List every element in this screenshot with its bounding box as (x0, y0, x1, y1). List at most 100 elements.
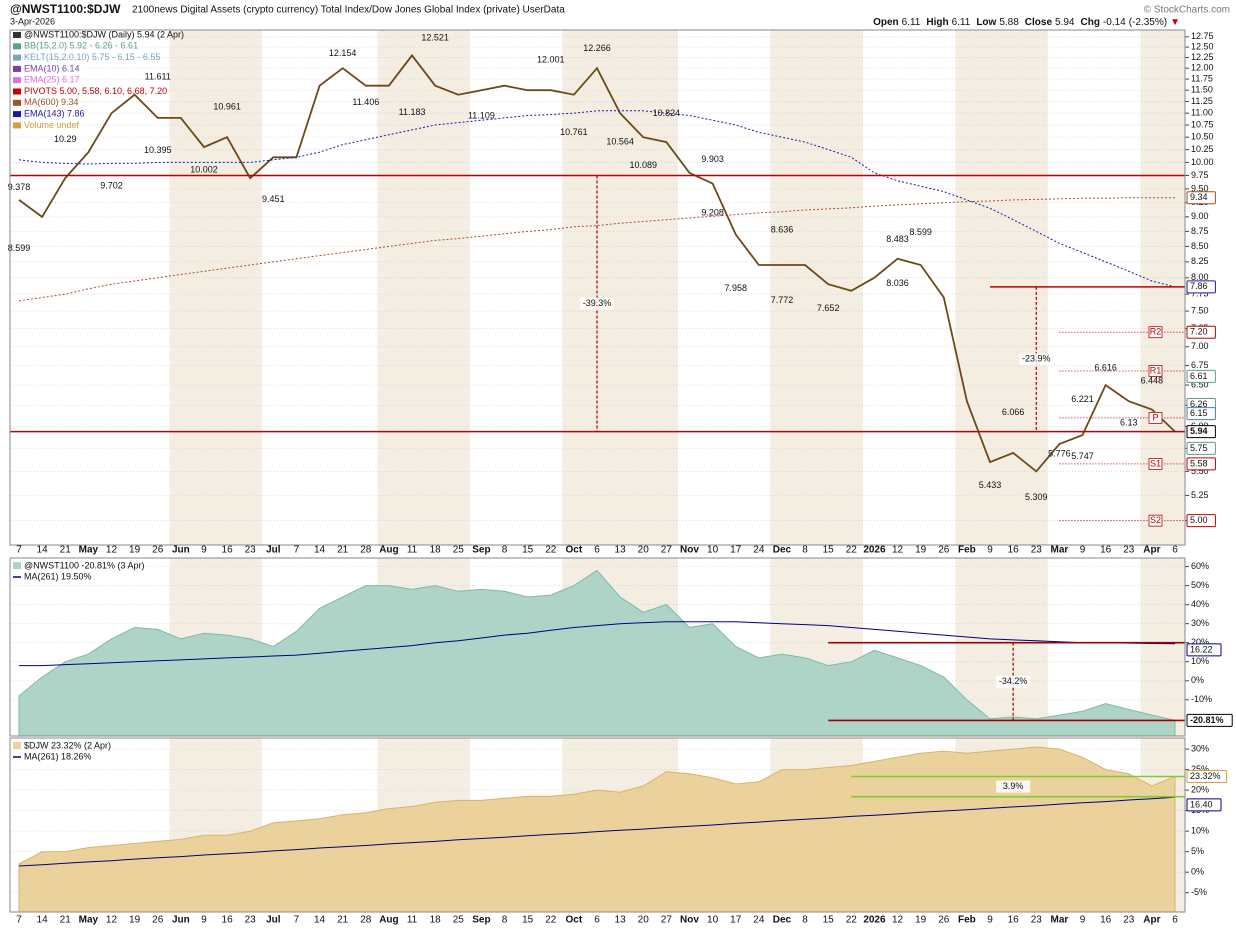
series-line (18, 197, 1175, 302)
y-tick-label: 5.25 (1191, 490, 1209, 500)
price-label: 9.451 (262, 194, 285, 204)
x-tick-label: 16 (222, 915, 234, 926)
y-tick-label: 8.75 (1191, 226, 1209, 236)
x-tick-label: 15 (823, 915, 835, 926)
y-tick-label: 10.00 (1191, 157, 1214, 167)
y-tick-label: 9.75 (1191, 170, 1209, 180)
x-tick-label: 7 (16, 915, 22, 926)
quote-value: -0.14 (1103, 17, 1126, 28)
x-tick-label: Jul (266, 545, 281, 556)
month-band (169, 30, 262, 545)
legend-swatch (13, 99, 21, 106)
price-label: 11.611 (145, 72, 171, 82)
x-tick-label: Apr (1143, 545, 1160, 556)
quote: Open 6.11 High 6.11 Low 5.88 Close 5.94 Chg -0.14… (873, 17, 1180, 28)
price-label: 8.483 (886, 234, 909, 244)
x-tick-label: 8 (502, 545, 508, 556)
value-badge (1186, 441, 1216, 455)
badge-label: 6.61 (1190, 371, 1208, 381)
pivot-label: P (1152, 412, 1158, 422)
price-label: 10.29 (54, 134, 77, 144)
x-tick-label: 17 (730, 915, 742, 926)
legend-label: BB(15,2.0) 5.92 - 6.26 - 6.61 (24, 41, 138, 51)
pivot-label: S1 (1150, 458, 1161, 468)
month-band (1140, 558, 1185, 736)
price-label: 12.266 (583, 43, 611, 53)
x-tick-label: 23 (245, 915, 257, 926)
value-badge (1186, 643, 1222, 657)
x-tick-label: Jun (172, 545, 190, 556)
x-tick-label: 27 (661, 545, 673, 556)
x-tick-label: 25 (453, 915, 465, 926)
x-tick-label: Mar (1051, 915, 1069, 926)
x-tick-label: 6 (1172, 915, 1178, 926)
y-tick-label: 30% (1191, 743, 1209, 753)
x-tick-label: 21 (337, 545, 349, 556)
panel-frame (9, 557, 1186, 737)
x-tick-label: Feb (958, 545, 976, 556)
panel-subtitle: MA(261) 18.26% (24, 751, 92, 761)
y-tick-label: 6.50 (1191, 379, 1209, 389)
legend-label: @NWST1100:$DJW (Daily) 5.94 (2 Apr) (24, 29, 184, 39)
measure-label: -39.3% (583, 298, 612, 308)
badge-label: 16.22 (1190, 644, 1213, 654)
measure-label-bg (580, 297, 614, 310)
measure-label: -23.9% (1022, 354, 1051, 364)
x-tick-label: 9 (201, 915, 207, 926)
badge-label: 5.58 (1190, 458, 1208, 468)
x-tick-label: Sep (472, 915, 490, 926)
badge-label: 7.20 (1190, 327, 1208, 337)
x-tick-label: 12 (106, 545, 118, 556)
measure-label-bg (996, 675, 1031, 688)
x-tick-label: 14 (314, 915, 326, 926)
legend-label: EMA(25) 6.17 (24, 75, 80, 85)
chart-subtitle: 2100news Digital Assets (crypto currency… (132, 5, 565, 16)
x-tick-label: Aug (379, 545, 398, 556)
y-tick-label: -5% (1191, 887, 1207, 897)
y-tick-label: 60% (1191, 561, 1209, 571)
y-tick-label: 12.50 (1191, 41, 1214, 51)
y-tick-label: 20% (1191, 784, 1209, 794)
y-tick-label: 9.50 (1191, 183, 1209, 193)
x-tick-label: 21 (337, 915, 349, 926)
quote-label: Chg (1080, 17, 1099, 28)
chart-title: @NWST1100:$DJW (10, 2, 121, 16)
value-badge (1186, 713, 1233, 727)
x-tick-label: 26 (938, 915, 950, 926)
x-tick-label: 25 (453, 545, 465, 556)
price-label: 5.433 (979, 480, 1002, 490)
x-tick-label: 26 (152, 915, 164, 926)
price-label: 6.13 (1120, 418, 1138, 428)
panel-frame (9, 737, 1186, 913)
down-arrow: ▼ (1170, 17, 1180, 28)
price-label: 11.406 (352, 97, 379, 107)
y-tick-label: 10.50 (1191, 132, 1214, 142)
value-badge (1186, 325, 1216, 339)
y-tick-label: 25% (1191, 764, 1209, 774)
y-tick-label: 10% (1191, 656, 1209, 666)
x-tick-label: Mar (1051, 545, 1069, 556)
x-tick-label: Nov (680, 545, 699, 556)
y-tick-label: 12.00 (1191, 63, 1214, 73)
measure-label: 3.9% (1003, 781, 1024, 791)
y-tick-label: 6.75 (1191, 360, 1209, 370)
legend-swatch (13, 43, 21, 50)
badge-label: 6.26 (1190, 399, 1208, 409)
x-tick-label: Nov (680, 915, 699, 926)
x-tick-label: 18 (430, 915, 442, 926)
x-tick-label: May (79, 915, 99, 926)
x-tick-label: 13 (615, 545, 627, 556)
price-label: 7.958 (724, 283, 747, 293)
source: © StockCharts.com (1144, 5, 1230, 16)
y-tick-label: 20% (1191, 637, 1209, 647)
x-tick-label: 15 (522, 915, 534, 926)
x-tick-label: 2026 (863, 915, 886, 926)
y-tick-label: 0% (1191, 675, 1204, 685)
price-label: 8.599 (909, 227, 932, 237)
badge-label: 5.75 (1190, 443, 1208, 453)
price-label: 6.066 (1002, 407, 1025, 417)
price-label: 10.824 (653, 108, 681, 118)
price-label: 8.599 (8, 243, 31, 253)
x-tick-label: 22 (846, 545, 858, 556)
